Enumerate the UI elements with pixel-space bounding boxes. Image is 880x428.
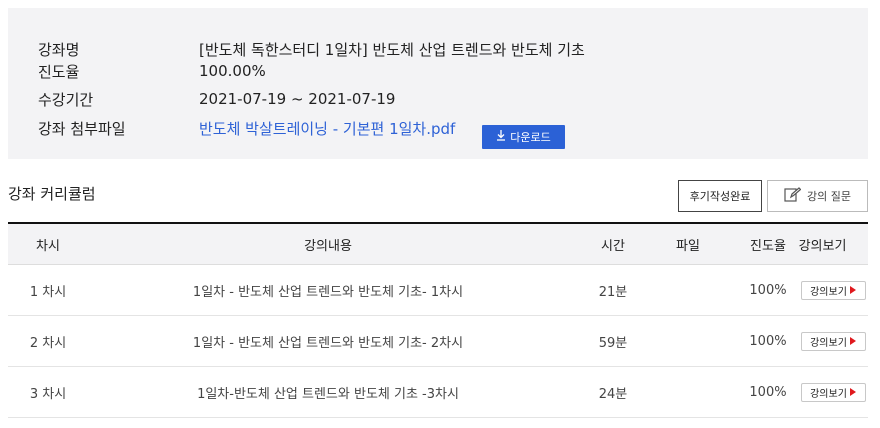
session-no: 1 차시 [29, 284, 67, 300]
session-progress: 100% [749, 333, 787, 349]
col-header-progress: 진도율 [750, 238, 786, 254]
play-icon [849, 286, 856, 294]
table-header: 차시 강의내용 시간 파일 진도율 강의보기 [8, 222, 868, 265]
watch-lecture-button[interactable]: 강의보기 [800, 280, 866, 300]
session-no: 3 차시 [29, 386, 67, 402]
attachment-file-link[interactable]: 반도체 박살트레이닝 - 기본편 1일차.pdf [199, 119, 456, 138]
session-file [658, 316, 718, 366]
session-progress: 100% [749, 384, 787, 400]
col-header-session: 차시 [36, 238, 60, 254]
lecture-question-button[interactable]: 강의 질문 [767, 180, 868, 212]
progress-value: 100.00% [199, 62, 266, 80]
attachment-label: 강좌 첨부파일 [38, 119, 126, 138]
session-file [658, 367, 718, 417]
session-time: 21분 [598, 284, 628, 300]
table-row: 1 차시 1일차 - 반도체 산업 트렌드와 반도체 기초- 1차시 21분 1… [8, 265, 868, 316]
course-info-panel: 강좌명 [반도체 독한스터디 1일차] 반도체 산업 트렌드와 반도체 기초 진… [8, 8, 868, 159]
watch-cell: 강의보기 [783, 316, 880, 366]
col-header-content: 강의내용 [304, 238, 352, 254]
play-icon [849, 337, 856, 345]
watch-lecture-button[interactable]: 강의보기 [800, 331, 866, 351]
progress-label: 진도율 [38, 62, 80, 81]
edit-icon [784, 187, 802, 205]
session-progress: 100% [749, 282, 787, 298]
table-row: 3 차시 1일차-반도체 산업 트렌드와 반도체 기초 -3차시 24분 100… [8, 367, 868, 418]
watch-label: 강의보기 [810, 337, 847, 349]
course-name-label: 강좌명 [38, 40, 80, 59]
curriculum-title: 강좌 커리큘럼 [8, 185, 96, 203]
session-content: 1일차-반도체 산업 트렌드와 반도체 기초 -3차시 [197, 386, 459, 402]
session-no: 2 차시 [29, 335, 67, 351]
watch-label: 강의보기 [810, 388, 847, 400]
col-header-watch: 강의보기 [798, 238, 847, 254]
table-row: 2 차시 1일차 - 반도체 산업 트렌드와 반도체 기초- 2차시 59분 1… [8, 316, 868, 367]
watch-label: 강의보기 [810, 286, 847, 298]
col-header-file: 파일 [676, 238, 700, 254]
curriculum-table: 차시 강의내용 시간 파일 진도율 강의보기 1 차시 1일차 - 반도체 산업… [8, 222, 868, 418]
period-value: 2021-07-19 ~ 2021-07-19 [199, 90, 396, 108]
session-content: 1일차 - 반도체 산업 트렌드와 반도체 기초- 2차시 [192, 335, 464, 351]
watch-lecture-button[interactable]: 강의보기 [800, 382, 866, 402]
question-label: 강의 질문 [807, 190, 851, 203]
col-header-time: 시간 [601, 238, 625, 254]
session-time: 24분 [598, 386, 628, 402]
session-file [658, 265, 718, 315]
download-button[interactable]: 다운로드 [482, 125, 565, 149]
watch-cell: 강의보기 [783, 265, 880, 315]
download-label: 다운로드 [510, 131, 551, 144]
session-time: 59분 [598, 335, 628, 351]
download-icon [496, 130, 506, 144]
watch-cell: 강의보기 [783, 367, 880, 417]
play-icon [849, 388, 856, 396]
session-content: 1일차 - 반도체 산업 트렌드와 반도체 기초- 1차시 [192, 284, 464, 300]
review-complete-button[interactable]: 후기작성완료 [678, 180, 762, 212]
course-name-value: [반도체 독한스터디 1일차] 반도체 산업 트렌드와 반도체 기초 [199, 40, 585, 59]
period-label: 수강기간 [38, 90, 94, 109]
